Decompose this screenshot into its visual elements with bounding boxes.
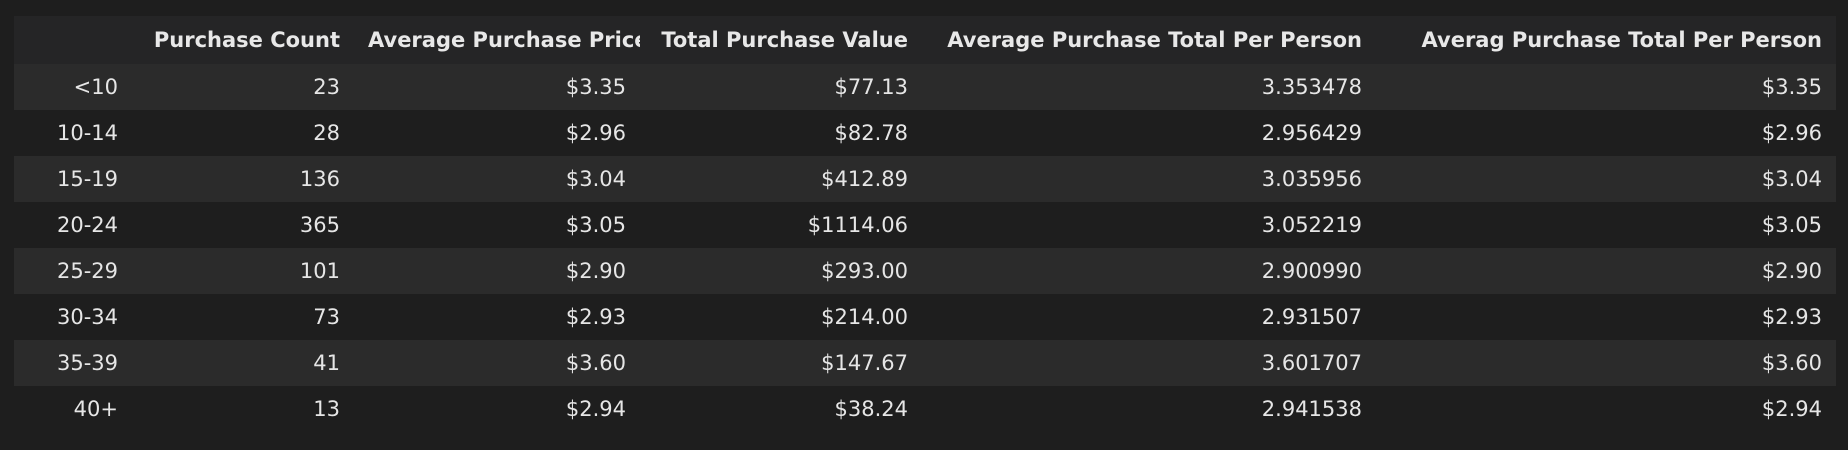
cell-averag-total-per-person: $2.93 bbox=[1761, 305, 1822, 329]
cell-total-purchase-value: $82.78 bbox=[834, 121, 908, 145]
table-header-row: Purchase Count Average Purchase Price To… bbox=[14, 16, 1836, 64]
column-header-purchase-count: Purchase Count bbox=[132, 16, 354, 64]
cell-purchase-count: 101 bbox=[299, 259, 340, 283]
cell-total-purchase-value: $293.00 bbox=[821, 259, 908, 283]
cell-average-purchase-price: $3.05 bbox=[565, 213, 626, 237]
table-row: 35-39 41 $3.60 $147.67 3.601707 $3.60 bbox=[14, 340, 1836, 386]
row-index: <10 bbox=[73, 75, 118, 99]
cell-averag-total-per-person: $2.94 bbox=[1761, 397, 1822, 421]
cell-total-purchase-value: $147.67 bbox=[821, 351, 908, 375]
column-header-total-purchase-value: Total Purchase Value bbox=[640, 16, 922, 64]
cell-average-total-per-person: 3.052219 bbox=[1261, 213, 1362, 237]
cell-averag-total-per-person: $2.96 bbox=[1761, 121, 1822, 145]
cell-average-total-per-person: 2.900990 bbox=[1261, 259, 1362, 283]
table-row: <10 23 $3.35 $77.13 3.353478 $3.35 bbox=[14, 64, 1836, 110]
column-header-average-purchase-price: Average Purchase Price bbox=[354, 16, 640, 64]
row-index: 40+ bbox=[73, 397, 118, 421]
table-row: 30-34 73 $2.93 $214.00 2.931507 $2.93 bbox=[14, 294, 1836, 340]
column-header-averag-purchase-total-per-person: Averag Purchase Total Per Person bbox=[1376, 16, 1836, 64]
cell-averag-total-per-person: $3.60 bbox=[1761, 351, 1822, 375]
cell-purchase-count: 365 bbox=[299, 213, 340, 237]
cell-average-total-per-person: 2.941538 bbox=[1261, 397, 1362, 421]
cell-averag-total-per-person: $3.04 bbox=[1761, 167, 1822, 191]
table-row: 15-19 136 $3.04 $412.89 3.035956 $3.04 bbox=[14, 156, 1836, 202]
cell-purchase-count: 41 bbox=[313, 351, 340, 375]
cell-average-total-per-person: 2.956429 bbox=[1261, 121, 1362, 145]
purchase-analysis-table: Purchase Count Average Purchase Price To… bbox=[14, 16, 1836, 432]
cell-purchase-count: 136 bbox=[299, 167, 340, 191]
cell-averag-total-per-person: $3.35 bbox=[1761, 75, 1822, 99]
cell-average-purchase-price: $2.93 bbox=[565, 305, 626, 329]
cell-average-purchase-price: $2.94 bbox=[565, 397, 626, 421]
dataframe-output: Purchase Count Average Purchase Price To… bbox=[14, 16, 1836, 432]
row-index: 25-29 bbox=[56, 259, 118, 283]
cell-total-purchase-value: $214.00 bbox=[821, 305, 908, 329]
cell-average-purchase-price: $3.35 bbox=[565, 75, 626, 99]
cell-purchase-count: 23 bbox=[313, 75, 340, 99]
cell-purchase-count: 13 bbox=[313, 397, 340, 421]
table-row: 40+ 13 $2.94 $38.24 2.941538 $2.94 bbox=[14, 386, 1836, 432]
cell-average-purchase-price: $2.90 bbox=[565, 259, 626, 283]
cell-average-purchase-price: $3.04 bbox=[565, 167, 626, 191]
row-index: 20-24 bbox=[56, 213, 118, 237]
index-header bbox=[14, 16, 132, 64]
column-header-average-purchase-total-per-person: Average Purchase Total Per Person bbox=[922, 16, 1376, 64]
row-index: 15-19 bbox=[56, 167, 118, 191]
table-row: 10-14 28 $2.96 $82.78 2.956429 $2.96 bbox=[14, 110, 1836, 156]
cell-average-total-per-person: 3.035956 bbox=[1261, 167, 1362, 191]
cell-total-purchase-value: $412.89 bbox=[821, 167, 908, 191]
cell-average-total-per-person: 3.601707 bbox=[1261, 351, 1362, 375]
row-index: 30-34 bbox=[56, 305, 118, 329]
row-index: 10-14 bbox=[56, 121, 118, 145]
cell-total-purchase-value: $38.24 bbox=[834, 397, 908, 421]
cell-purchase-count: 28 bbox=[313, 121, 340, 145]
cell-average-purchase-price: $2.96 bbox=[565, 121, 626, 145]
cell-average-total-per-person: 2.931507 bbox=[1261, 305, 1362, 329]
cell-purchase-count: 73 bbox=[313, 305, 340, 329]
cell-total-purchase-value: $77.13 bbox=[834, 75, 908, 99]
table-row: 25-29 101 $2.90 $293.00 2.900990 $2.90 bbox=[14, 248, 1836, 294]
cell-averag-total-per-person: $3.05 bbox=[1761, 213, 1822, 237]
cell-averag-total-per-person: $2.90 bbox=[1761, 259, 1822, 283]
table-row: 20-24 365 $3.05 $1114.06 3.052219 $3.05 bbox=[14, 202, 1836, 248]
cell-average-purchase-price: $3.60 bbox=[565, 351, 626, 375]
row-index: 35-39 bbox=[56, 351, 118, 375]
cell-total-purchase-value: $1114.06 bbox=[807, 213, 908, 237]
cell-average-total-per-person: 3.353478 bbox=[1261, 75, 1362, 99]
